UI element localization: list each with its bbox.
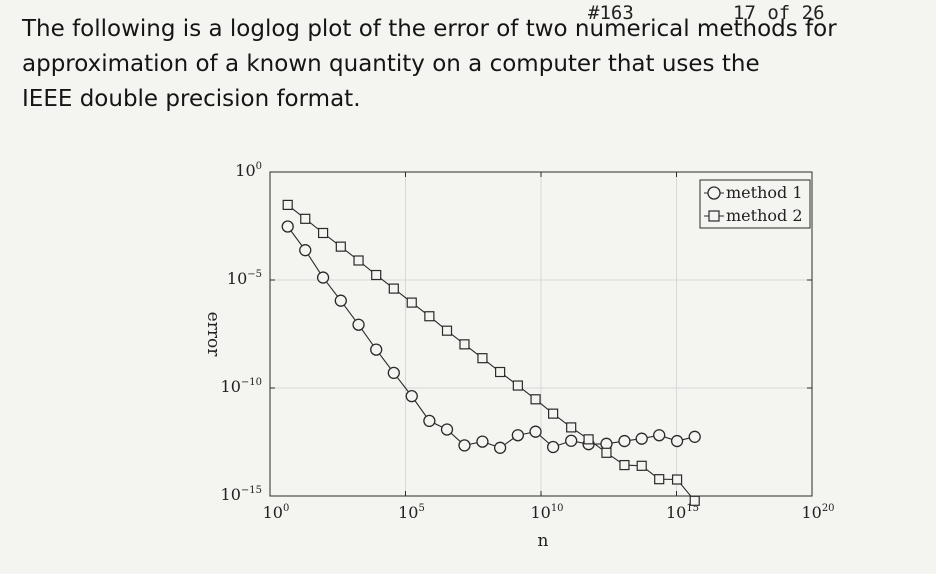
data-point-circle xyxy=(440,423,454,436)
data-point-circle xyxy=(476,435,489,448)
data-point-circle xyxy=(423,414,436,428)
x-tick-label: 1020 xyxy=(801,503,834,522)
data-point-square xyxy=(406,297,417,308)
data-point-square xyxy=(371,269,382,281)
data-point-circle xyxy=(458,439,471,452)
legend-circle-marker xyxy=(707,186,721,200)
legend-label-method-1: method 1 xyxy=(726,183,803,202)
data-point-square xyxy=(619,459,630,471)
prose-line-3: IEEE double precision format. xyxy=(22,86,361,112)
data-point-square xyxy=(335,241,346,252)
series-group xyxy=(281,199,701,506)
axis-ticks: 100 105 1010 1015 1020 100 10−5 10−10 10−15 xyxy=(221,161,835,522)
y-tick-label: 10−10 xyxy=(221,377,262,396)
data-point-circle xyxy=(370,343,383,356)
legend: method 1 method 2 xyxy=(699,179,811,229)
data-point-circle xyxy=(688,430,701,443)
data-point-square xyxy=(654,474,665,485)
data-point-square xyxy=(689,495,700,506)
grid-lines xyxy=(270,172,812,496)
data-point-circle xyxy=(405,389,418,403)
data-point-circle xyxy=(281,220,294,233)
x-axis-label: n xyxy=(538,531,549,551)
data-point-square xyxy=(459,339,470,350)
x-tick-label: 105 xyxy=(398,503,425,522)
data-point-square xyxy=(495,366,506,378)
x-tick-label: 100 xyxy=(263,503,290,522)
data-point-circle xyxy=(299,244,312,257)
data-point-square xyxy=(477,353,488,364)
data-point-square xyxy=(530,394,541,405)
data-point-square xyxy=(601,447,612,458)
data-point-square xyxy=(636,460,647,471)
data-point-circle xyxy=(334,294,347,307)
data-point-circle xyxy=(511,429,525,442)
prose-line-1: The following is a loglog plot of the er… xyxy=(22,16,837,42)
data-point-circle xyxy=(653,429,666,442)
y-tick-label: 10−15 xyxy=(221,485,262,504)
x-tick-label: 1010 xyxy=(530,503,563,522)
series-method-2 xyxy=(282,199,700,506)
data-point-circle xyxy=(316,271,330,284)
data-point-square xyxy=(583,434,594,445)
data-point-circle xyxy=(618,434,631,448)
series-line xyxy=(287,204,696,502)
y-tick-label: 100 xyxy=(235,161,262,180)
page-counter: 17 of 26 xyxy=(733,2,825,24)
series-method-1 xyxy=(281,220,701,454)
data-point-circle xyxy=(493,441,507,454)
data-point-circle xyxy=(635,432,648,445)
data-point-square xyxy=(300,213,311,224)
data-point-square xyxy=(353,255,364,266)
series-line xyxy=(287,226,695,449)
data-point-square xyxy=(566,422,577,433)
data-point-square xyxy=(424,311,435,322)
data-point-square xyxy=(548,408,559,419)
data-point-circle xyxy=(546,440,560,454)
data-point-square xyxy=(512,380,523,391)
data-point-square xyxy=(388,283,399,294)
data-point-circle xyxy=(352,318,365,331)
data-point-circle xyxy=(600,437,613,450)
legend-label-method-2: method 2 xyxy=(726,206,803,225)
data-point-circle xyxy=(565,434,578,447)
prose-line-2: approximation of a known quantity on a c… xyxy=(22,51,760,77)
legend-square-marker xyxy=(708,210,720,222)
y-tick-label: 10−5 xyxy=(227,269,262,288)
data-point-square xyxy=(317,227,329,239)
data-point-square xyxy=(441,325,453,336)
data-point-square xyxy=(671,474,683,485)
document-id: #163 xyxy=(588,2,634,24)
problem-statement: The following is a loglog plot of the er… xyxy=(22,12,912,117)
y-axis-label: error xyxy=(203,312,223,358)
data-point-circle xyxy=(387,366,400,380)
x-tick-label: 1015 xyxy=(666,503,699,522)
data-point-circle xyxy=(670,434,684,448)
data-point-square xyxy=(282,199,293,210)
data-point-circle xyxy=(529,425,542,438)
